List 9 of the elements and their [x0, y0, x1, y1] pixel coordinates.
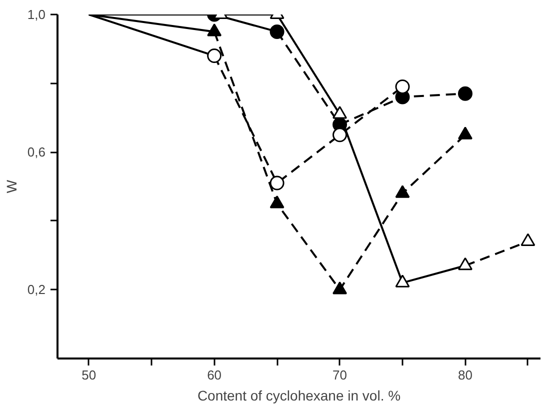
y-axis-title: W — [3, 179, 20, 194]
x-tick-label: 80 — [458, 368, 472, 382]
x-tick-label: 60 — [207, 368, 222, 382]
x-tick-label: 50 — [82, 368, 96, 382]
y-tick-label: 1,0 — [27, 7, 46, 22]
x-tick-label: 70 — [332, 368, 348, 382]
y-tick-label: 0,6 — [27, 144, 46, 160]
y-tick-label: 0,2 — [27, 282, 46, 298]
x-axis-title: Content of cyclohexane in vol. % — [197, 388, 401, 404]
